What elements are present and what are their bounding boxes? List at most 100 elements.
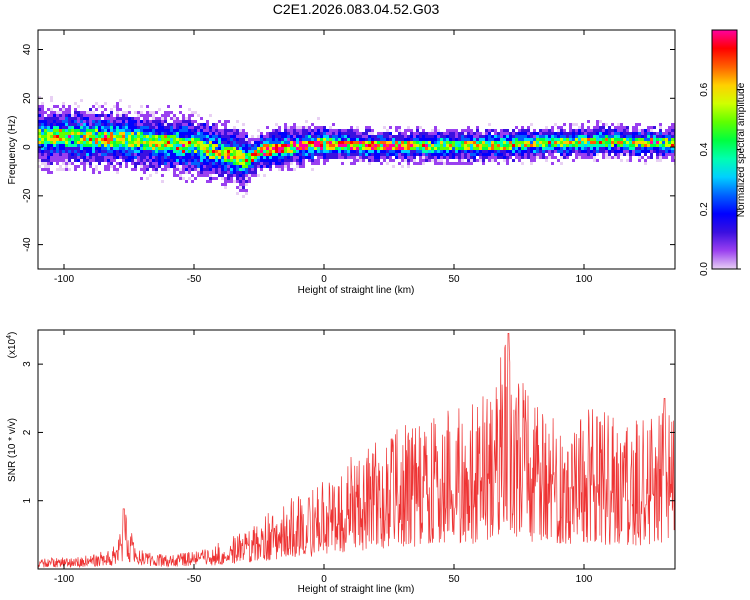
heatmap-cell: [188, 114, 191, 117]
heatmap-cell: [104, 141, 107, 144]
heatmap-cell: [629, 159, 632, 162]
heatmap-cell: [302, 153, 305, 156]
heatmap-cell: [185, 129, 188, 132]
heatmap-cell: [86, 141, 89, 144]
heatmap-cell: [557, 132, 560, 135]
heatmap-cell: [656, 132, 659, 135]
heatmap-cell: [617, 123, 620, 126]
heatmap-cell: [455, 132, 458, 135]
heatmap-cell: [245, 192, 248, 195]
heatmap-cell: [350, 153, 353, 156]
heatmap-cell: [53, 150, 56, 153]
heatmap-cell: [209, 171, 212, 174]
heatmap-cell: [110, 129, 113, 132]
heatmap-cell: [146, 105, 149, 108]
heatmap-cell: [149, 111, 152, 114]
heatmap-cell: [131, 162, 134, 165]
heatmap-cell: [332, 132, 335, 135]
heatmap-cell: [62, 117, 65, 120]
heatmap-cell: [563, 135, 566, 138]
heatmap-cell: [512, 159, 515, 162]
heatmap-cell: [161, 162, 164, 165]
heatmap-cell: [209, 141, 212, 144]
heatmap-cell: [437, 135, 440, 138]
heatmap-cell: [194, 159, 197, 162]
heatmap-cell: [236, 162, 239, 165]
heatmap-cell: [104, 150, 107, 153]
heatmap-cell: [299, 144, 302, 147]
heatmap-cell: [449, 144, 452, 147]
heatmap-cell: [614, 156, 617, 159]
heatmap-cell: [365, 132, 368, 135]
heatmap-cell: [263, 165, 266, 168]
heatmap-cell: [413, 132, 416, 135]
heatmap-cell: [317, 162, 320, 165]
heatmap-cell: [461, 135, 464, 138]
heatmap-cell: [56, 120, 59, 123]
heatmap-cell: [128, 138, 131, 141]
heatmap-cell: [527, 138, 530, 141]
heatmap-cell: [50, 114, 53, 117]
heatmap-cell: [530, 141, 533, 144]
heatmap-cell: [230, 129, 233, 132]
heatmap-cell: [593, 156, 596, 159]
heatmap-cell: [422, 129, 425, 132]
heatmap-cell: [638, 153, 641, 156]
heatmap-cell: [419, 162, 422, 165]
heatmap-cell: [80, 114, 83, 117]
heatmap-cell: [143, 171, 146, 174]
heatmap-cell: [560, 162, 563, 165]
heatmap-cell: [461, 156, 464, 159]
heatmap-cell: [425, 159, 428, 162]
heatmap-cell: [146, 126, 149, 129]
heatmap-cell: [326, 129, 329, 132]
heatmap-cell: [89, 108, 92, 111]
heatmap-cell: [176, 150, 179, 153]
heatmap-cell: [638, 138, 641, 141]
heatmap-cell: [83, 165, 86, 168]
heatmap-cell: [215, 165, 218, 168]
heatmap-cell: [158, 132, 161, 135]
heatmap-cell: [545, 141, 548, 144]
heatmap-cell: [161, 156, 164, 159]
heatmap-cell: [551, 138, 554, 141]
heatmap-cell: [104, 129, 107, 132]
heatmap-cell: [527, 132, 530, 135]
heatmap-cell: [185, 153, 188, 156]
heatmap-cell: [635, 150, 638, 153]
heatmap-cell: [146, 144, 149, 147]
heatmap-cell: [422, 162, 425, 165]
heatmap-cell: [371, 138, 374, 141]
heatmap-cell: [482, 138, 485, 141]
heatmap-cell: [56, 111, 59, 114]
heatmap-cell: [515, 138, 518, 141]
heatmap-cell: [488, 138, 491, 141]
heatmap-cell: [551, 147, 554, 150]
heatmap-cell: [269, 132, 272, 135]
heatmap-cell: [95, 141, 98, 144]
heatmap-cell: [50, 129, 53, 132]
heatmap-cell: [53, 114, 56, 117]
heatmap-cell: [416, 138, 419, 141]
heatmap-cell: [50, 132, 53, 135]
heatmap-cell: [152, 150, 155, 153]
heatmap-cell: [425, 153, 428, 156]
heatmap-cell: [149, 129, 152, 132]
heatmap-cell: [488, 144, 491, 147]
heatmap-cell: [191, 162, 194, 165]
heatmap-cell: [266, 132, 269, 135]
heatmap-cell: [350, 135, 353, 138]
heatmap-cell: [104, 114, 107, 117]
heatmap-cell: [509, 138, 512, 141]
heatmap-cell: [155, 126, 158, 129]
heatmap-cell: [155, 162, 158, 165]
heatmap-cell: [491, 129, 494, 132]
heatmap-cell: [101, 144, 104, 147]
heatmap-cell: [71, 123, 74, 126]
heatmap-cell: [293, 168, 296, 171]
heatmap-cell: [557, 141, 560, 144]
heatmap-cell: [380, 162, 383, 165]
heatmap-cell: [185, 147, 188, 150]
heatmap-cell: [533, 153, 536, 156]
heatmap-cell: [281, 150, 284, 153]
